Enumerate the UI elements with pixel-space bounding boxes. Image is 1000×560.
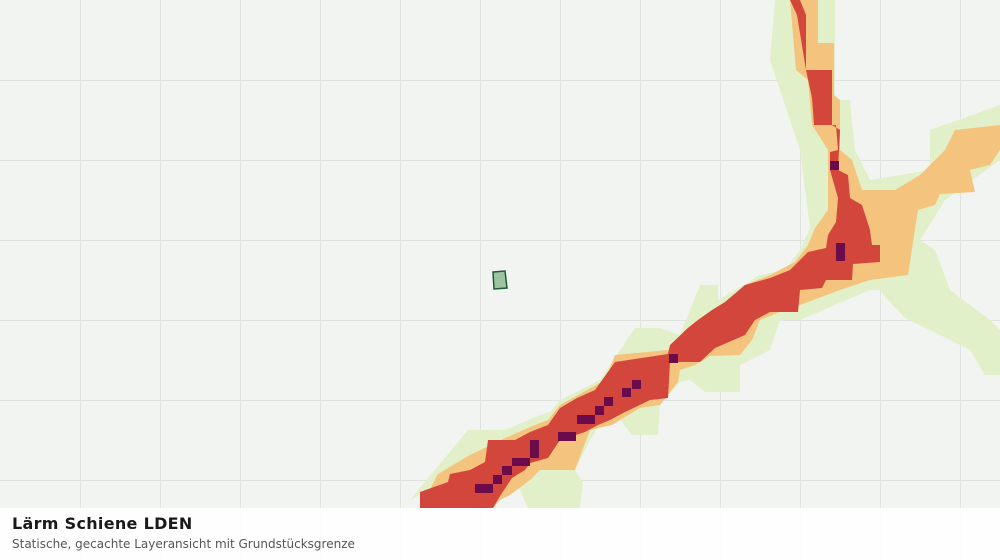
layer-subtitle: Statische, gecachte Layeransicht mit Gru…	[12, 537, 355, 551]
layer-title: Lärm Schiene LDEN	[12, 514, 193, 533]
zone-shape	[420, 0, 1000, 508]
zone-cell	[669, 354, 678, 363]
noise-zone-mid	[420, 0, 1000, 508]
zone-cell	[836, 243, 845, 261]
zone-cell	[493, 475, 502, 484]
parcel-boundary	[492, 270, 508, 290]
zone-cell	[632, 380, 641, 389]
zone-cell	[577, 415, 595, 424]
info-panel: Lärm Schiene LDEN Statische, gecachte La…	[0, 508, 1000, 560]
zone-cell	[604, 397, 613, 406]
zone-cell	[830, 161, 839, 170]
zone-cell	[595, 406, 604, 415]
zone-shape	[410, 0, 1000, 508]
noise-zone-max	[475, 161, 845, 493]
zone-cell	[530, 440, 539, 458]
noise-zone-low	[410, 0, 1000, 508]
zone-cell	[558, 432, 576, 441]
zone-cell	[475, 484, 493, 493]
zone-cell	[622, 388, 631, 397]
zone-cell	[502, 466, 512, 475]
zone-cell	[512, 458, 530, 466]
